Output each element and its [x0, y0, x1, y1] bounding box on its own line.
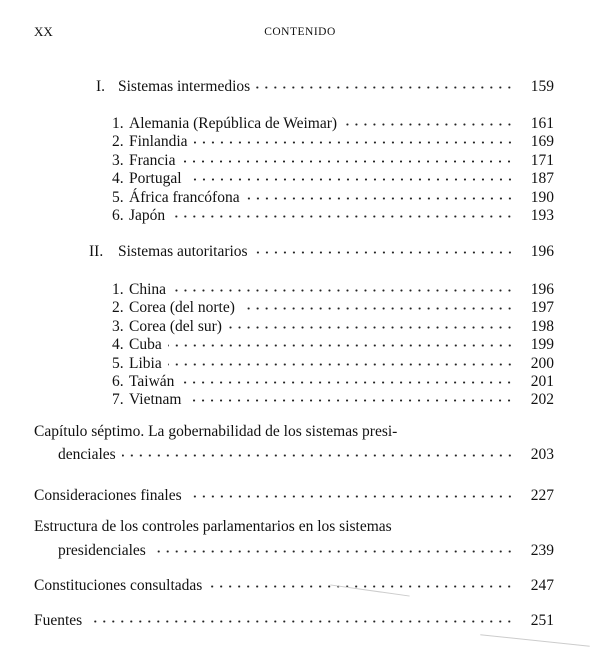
toc-chapter-entry[interactable]: Consideraciones finales 227 — [34, 481, 554, 504]
dot-leader — [187, 481, 514, 500]
entry-number: 6. — [112, 373, 124, 390]
page-number: 196 — [530, 243, 554, 260]
toc-section-entry[interactable]: I. Sistemas intermedios 159 — [96, 72, 554, 95]
toc-chapter-entry[interactable]: Constituciones consultadas 247 — [34, 571, 554, 594]
page-number: 199 — [530, 336, 554, 353]
entry-number: 5. — [112, 355, 124, 372]
entry-label: Portugal — [129, 170, 182, 187]
entry-label: Finlandia — [129, 133, 188, 150]
page-number: 169 — [530, 133, 554, 150]
entry-number: 4. — [112, 170, 124, 187]
dot-leader — [172, 275, 514, 294]
toc-subentry[interactable]: 6. Japón 193 — [112, 201, 554, 224]
dot-leader — [253, 237, 514, 256]
entry-number: 2. — [112, 299, 124, 316]
dot-leader — [180, 367, 514, 386]
toc-chapter-entry[interactable]: presidenciales 239 — [58, 536, 554, 559]
page-number: 202 — [530, 391, 554, 408]
page-number: 227 — [530, 487, 554, 504]
entry-label: Sistemas intermedios — [118, 78, 251, 95]
toc-subentry[interactable]: 3. Corea (del sur) 198 — [112, 312, 554, 335]
entry-number: 3. — [112, 318, 124, 335]
toc-subentry[interactable]: 2. Corea (del norte) 197 — [112, 293, 554, 316]
entry-label: Sistemas autoritarios — [118, 243, 248, 260]
entry-number: II. — [89, 243, 104, 260]
page-number: 203 — [530, 446, 554, 463]
dot-leader — [227, 312, 514, 331]
entry-label: Japón — [129, 207, 166, 224]
dot-leader — [256, 72, 514, 91]
page-number: 201 — [530, 373, 554, 390]
dot-leader — [193, 127, 514, 146]
page-number: 247 — [530, 577, 554, 594]
toc-chapter-entry[interactable]: denciales 203 — [58, 440, 554, 463]
entry-label: Corea (del norte) — [129, 299, 235, 316]
page-number: 239 — [530, 542, 554, 559]
entry-label: Vietnam — [129, 391, 182, 408]
entry-number: I. — [96, 78, 106, 95]
page-number: 200 — [530, 355, 554, 372]
entry-number: 1. — [112, 281, 124, 298]
entry-label: denciales — [58, 446, 116, 463]
page-number: 161 — [530, 115, 554, 132]
dot-leader — [187, 164, 514, 183]
entry-label: Taiwán — [129, 373, 175, 390]
page-number: 251 — [530, 612, 554, 629]
entry-label: Fuentes — [34, 612, 83, 629]
page-number: 190 — [530, 189, 554, 206]
page-number: 159 — [530, 78, 554, 95]
entry-label: Libia — [129, 355, 162, 372]
toc-subentry[interactable]: 3. Francia 171 — [112, 146, 554, 169]
toc-chapter-entry[interactable]: Fuentes 251 — [34, 606, 554, 629]
entry-label: Cuba — [129, 336, 162, 353]
dot-leader — [245, 183, 514, 202]
entry-number: 6. — [112, 207, 124, 224]
running-head: CONTENIDO — [264, 26, 336, 38]
dot-leader — [240, 293, 514, 312]
entry-label: Constituciones consultadas — [34, 577, 203, 594]
dot-leader — [208, 571, 514, 590]
page-number: 196 — [530, 281, 554, 298]
toc-subentry[interactable]: 4. Cuba 199 — [112, 330, 554, 353]
dot-leader — [181, 146, 514, 165]
chapter-entry-line1: Capítulo séptimo. La gobernabilidad de l… — [34, 423, 398, 440]
entry-number: 5. — [112, 189, 124, 206]
dot-leader — [187, 385, 514, 404]
page-number: 198 — [530, 318, 554, 335]
page-number: 197 — [530, 299, 554, 316]
dot-leader — [167, 330, 514, 349]
dot-leader — [343, 109, 514, 128]
entry-label: presidenciales — [58, 542, 146, 559]
entry-number: 2. — [112, 133, 124, 150]
dot-leader — [171, 201, 514, 220]
page-number: 171 — [530, 152, 554, 169]
dot-leader — [151, 536, 514, 555]
toc-subentry[interactable]: 1. China 196 — [112, 275, 554, 298]
entry-label: China — [129, 281, 167, 298]
toc-subentry[interactable]: 2. Finlandia 169 — [112, 127, 554, 150]
entry-number: 4. — [112, 336, 124, 353]
toc-subentry[interactable]: 1. Alemania (República de Weimar) 161 — [112, 109, 554, 132]
toc-subentry[interactable]: 5. Libia 200 — [112, 349, 554, 372]
page-folio: XX — [34, 24, 53, 39]
entry-label: Consideraciones finales — [34, 487, 182, 504]
entry-number: 1. — [112, 115, 124, 132]
toc-subentry[interactable]: 7. Vietnam 202 — [112, 385, 554, 408]
chapter-entry-line1: Estructura de los controles parlamentari… — [34, 518, 392, 535]
page-number: 187 — [530, 170, 554, 187]
entry-number: 7. — [112, 391, 124, 408]
entry-label: Francia — [129, 152, 176, 169]
toc-section-entry[interactable]: II. Sistemas autoritarios 196 — [89, 237, 554, 260]
entry-number: 3. — [112, 152, 124, 169]
toc-subentry[interactable]: 5. África francófona 190 — [112, 183, 554, 206]
toc-subentry[interactable]: 4. Portugal 187 — [112, 164, 554, 187]
dot-leader — [167, 349, 514, 368]
page-number: 193 — [530, 207, 554, 224]
dot-leader — [121, 440, 514, 459]
toc-subentry[interactable]: 6. Taiwán 201 — [112, 367, 554, 390]
dot-leader — [88, 606, 514, 625]
